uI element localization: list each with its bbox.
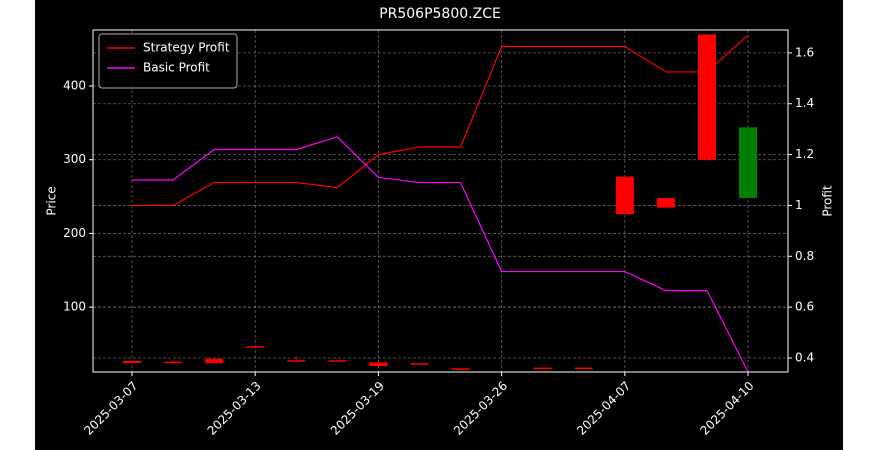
plot-frame bbox=[92, 29, 789, 373]
y-axis-label: Price bbox=[45, 186, 59, 215]
candle-body bbox=[697, 34, 716, 160]
candle-body bbox=[164, 361, 183, 364]
candle-body bbox=[205, 358, 224, 364]
candle-body bbox=[328, 360, 347, 362]
candle-body bbox=[410, 363, 429, 365]
y2-tick-label: 1.2 bbox=[795, 147, 814, 161]
candle-body bbox=[287, 360, 306, 362]
candle-body bbox=[574, 367, 593, 370]
y-tick-label: 300 bbox=[63, 152, 86, 166]
y2-tick-label: 0.8 bbox=[795, 249, 814, 263]
legend-label: Strategy Profit bbox=[143, 41, 230, 55]
y2-tick-label: 0.6 bbox=[795, 300, 814, 314]
candle-body bbox=[123, 360, 141, 364]
candle-body bbox=[246, 346, 265, 348]
candle-body bbox=[739, 127, 758, 199]
candle-body bbox=[369, 362, 388, 367]
chart-title: PR506P5800.ZCE bbox=[379, 6, 501, 22]
y-tick-label: 400 bbox=[63, 79, 86, 93]
line-series bbox=[132, 34, 749, 207]
line-series bbox=[132, 136, 749, 373]
candle-body bbox=[533, 367, 552, 370]
y2-tick-label: 1 bbox=[795, 198, 803, 212]
y2-tick-label: 1.4 bbox=[795, 96, 814, 110]
y2-tick-label: 1.6 bbox=[795, 45, 814, 59]
candle-body bbox=[451, 368, 470, 370]
candle-body bbox=[656, 198, 675, 208]
legend-label: Basic Profit bbox=[143, 61, 210, 75]
y2-axis-label: Profit bbox=[821, 185, 835, 217]
y-tick-label: 200 bbox=[63, 226, 86, 240]
y2-tick-label: 0.4 bbox=[795, 351, 814, 365]
candle-body bbox=[615, 176, 634, 215]
y-tick-label: 100 bbox=[63, 300, 86, 314]
